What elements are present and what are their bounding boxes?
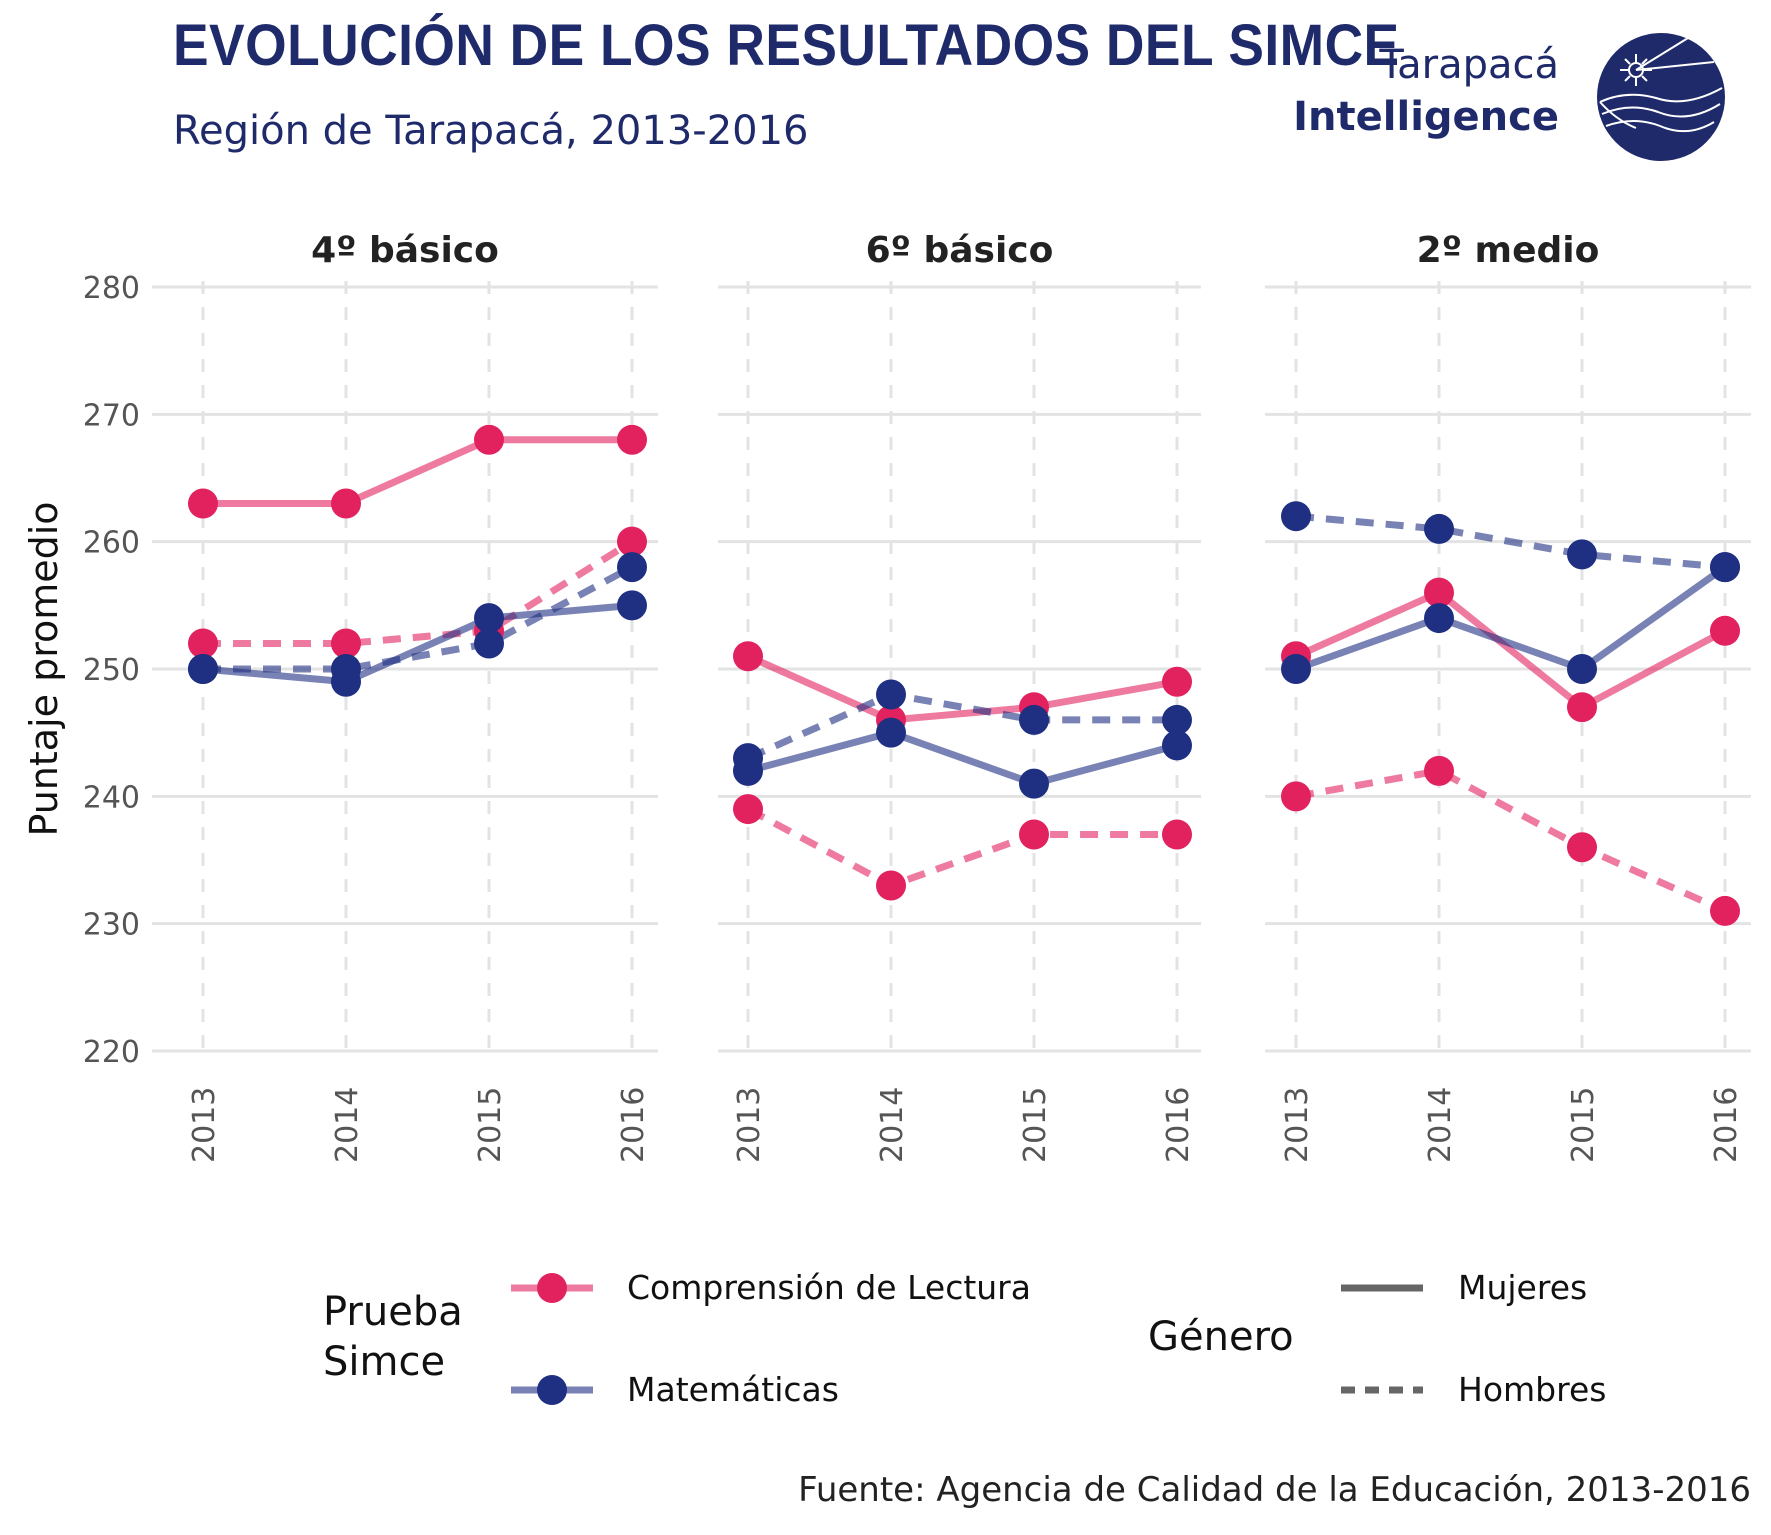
facet-title: 6º básico [866, 230, 1054, 271]
series-line [1294, 564, 1728, 673]
data-point [474, 628, 504, 659]
data-point [1019, 704, 1049, 735]
data-point [1424, 513, 1454, 544]
series-line [202, 601, 633, 686]
series-line [746, 805, 1177, 889]
data-point [331, 654, 361, 684]
x-tick-label: 2015 [473, 1087, 508, 1163]
legend-label: Hombres [1458, 1370, 1606, 1409]
legend: Prueba Simce Comprensión de Lectura Matemát… [323, 1268, 1606, 1409]
legend-key-point [537, 1273, 567, 1303]
facet-title: 4º básico [311, 230, 499, 271]
data-point [1281, 501, 1311, 532]
chart-subtitle: Región de Tarapacá, 2013-2016 [173, 108, 809, 154]
facet-panel: 6º básico 2013 2014 2015 2016 [718, 230, 1201, 1163]
data-point [1710, 615, 1740, 646]
facet-panel: 2º medio 2013 2014 2015 2016 [1265, 230, 1751, 1163]
series-line [746, 690, 1177, 762]
data-point [1710, 895, 1740, 926]
x-tick-label: 2015 [1018, 1087, 1053, 1163]
legend-label: Matemáticas [627, 1370, 839, 1409]
data-point [876, 679, 906, 710]
x-tick-label: 2016 [1709, 1087, 1744, 1163]
data-point [1710, 552, 1740, 583]
data-point [733, 743, 763, 774]
data-point [1019, 768, 1049, 799]
data-point [474, 603, 504, 634]
data-point [1281, 654, 1311, 684]
series-line [1295, 767, 1727, 915]
data-point [1567, 692, 1597, 723]
y-tick-label: 260 [83, 526, 140, 561]
x-tick-label: 2013 [187, 1087, 222, 1163]
brand-wordmark: Tarapacá Intelligence [1293, 38, 1559, 142]
data-point [474, 424, 504, 455]
data-point [188, 654, 218, 684]
data-point [1162, 730, 1192, 761]
data-point [1567, 832, 1597, 863]
legend-title-line: Simce [323, 1339, 445, 1385]
data-point [188, 628, 218, 659]
x-tick-label: 2014 [330, 1087, 365, 1163]
data-point [617, 552, 647, 583]
y-tick-label: 270 [83, 398, 140, 433]
chart-title: EVOLUCIÓN DE LOS RESULTADOS DEL SIMCE [173, 13, 1400, 78]
data-point [1162, 819, 1192, 850]
series-line [203, 564, 634, 673]
y-tick-label: 230 [83, 908, 140, 943]
data-point [1019, 819, 1049, 850]
series-line [746, 653, 1178, 724]
data-point [1162, 704, 1192, 735]
x-tick-label: 2013 [1280, 1087, 1315, 1163]
x-tick-label: 2014 [875, 1087, 910, 1163]
series-line [1295, 512, 1726, 571]
data-point [617, 590, 647, 621]
data-point [876, 870, 906, 901]
facet-panel: 4º básico 2013 2014 2015 2016 [152, 230, 658, 1163]
data-point [1162, 666, 1192, 697]
y-tick-label: 280 [83, 271, 140, 306]
data-point [1281, 781, 1311, 812]
series-line [747, 729, 1178, 788]
data-point [331, 628, 361, 659]
x-tick-label: 2016 [616, 1087, 651, 1163]
data-point [1424, 577, 1454, 608]
data-point [617, 526, 647, 557]
data-point [1567, 654, 1597, 684]
x-tick-label: 2016 [1161, 1087, 1196, 1163]
data-point [876, 717, 906, 748]
y-tick-label: 240 [83, 780, 140, 815]
source-caption: Fuente: Agencia de Calidad de la Educaci… [798, 1470, 1751, 1510]
data-point [331, 488, 361, 519]
legend-title-line: Prueba [323, 1289, 463, 1335]
data-point [733, 794, 763, 825]
y-tick-label: 220 [83, 1035, 140, 1070]
y-tick-label: 250 [83, 653, 140, 688]
brand-logo-icon [1597, 33, 1725, 161]
data-point [188, 488, 218, 519]
legend-key-point [537, 1375, 567, 1405]
legend-label: Mujeres [1458, 1268, 1587, 1307]
x-tick-label: 2014 [1423, 1087, 1458, 1163]
brand-line-1: Tarapacá [1379, 42, 1559, 88]
x-tick-label: 2015 [1566, 1087, 1601, 1163]
x-tick-label: 2013 [732, 1087, 767, 1163]
legend-title-genero: Género [1148, 1314, 1294, 1360]
legend-title-prueba: Prueba Simce [323, 1289, 463, 1385]
series-line [1294, 589, 1727, 711]
brand-line-2: Intelligence [1293, 94, 1559, 140]
data-point [733, 641, 763, 672]
series-line [203, 538, 634, 648]
facet-title: 2º medio [1417, 230, 1600, 271]
data-point [1567, 539, 1597, 570]
data-point [617, 424, 647, 455]
legend-label: Comprensión de Lectura [627, 1268, 1031, 1307]
series-line [203, 436, 632, 507]
data-point [1424, 603, 1454, 634]
data-point [1424, 755, 1454, 786]
y-axis-label: Puntaje promedio [22, 501, 66, 836]
